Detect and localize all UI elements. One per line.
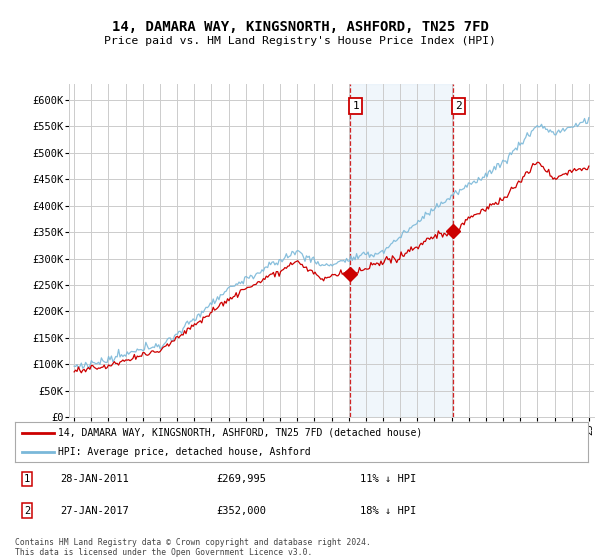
Text: Contains HM Land Registry data © Crown copyright and database right 2024.
This d: Contains HM Land Registry data © Crown c… [15, 538, 371, 557]
Text: 11% ↓ HPI: 11% ↓ HPI [360, 474, 416, 484]
Text: Price paid vs. HM Land Registry's House Price Index (HPI): Price paid vs. HM Land Registry's House … [104, 36, 496, 46]
Text: 27-JAN-2017: 27-JAN-2017 [60, 506, 129, 516]
Text: 1: 1 [24, 474, 30, 484]
Text: 28-JAN-2011: 28-JAN-2011 [60, 474, 129, 484]
Text: 2: 2 [455, 101, 462, 111]
Text: 1: 1 [353, 101, 359, 111]
Text: £352,000: £352,000 [216, 506, 266, 516]
Bar [350, 84, 453, 417]
Text: 14, DAMARA WAY, KINGSNORTH, ASHFORD, TN25 7FD (detached house): 14, DAMARA WAY, KINGSNORTH, ASHFORD, TN2… [58, 428, 422, 437]
Text: 2: 2 [24, 506, 30, 516]
Text: 14, DAMARA WAY, KINGSNORTH, ASHFORD, TN25 7FD: 14, DAMARA WAY, KINGSNORTH, ASHFORD, TN2… [112, 20, 488, 34]
Text: £269,995: £269,995 [216, 474, 266, 484]
Text: HPI: Average price, detached house, Ashford: HPI: Average price, detached house, Ashf… [58, 447, 311, 457]
Text: 18% ↓ HPI: 18% ↓ HPI [360, 506, 416, 516]
